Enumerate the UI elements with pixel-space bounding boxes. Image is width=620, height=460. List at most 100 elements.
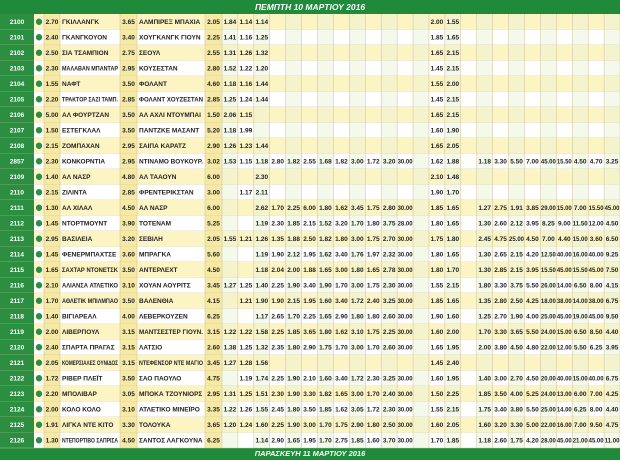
extra-odd: 1.74 — [255, 375, 268, 382]
extra-odd: 7.50 — [606, 267, 619, 274]
col-band — [253, 184, 270, 200]
header-title: ΠΕΜΠΤΗ 10 ΜΑΡΤΙΟΥ 2016 — [255, 2, 365, 12]
extra-odd: 1.20 — [224, 422, 237, 429]
col-band — [381, 76, 398, 92]
col-band — [508, 401, 525, 417]
col-band — [317, 417, 334, 433]
extra-odd: 1.80 — [478, 282, 491, 289]
extra-odd: 30.00 — [398, 298, 413, 305]
odd-draw: 3.50 — [122, 112, 135, 119]
extra-odd: 3.00 — [303, 422, 316, 429]
col-band — [572, 153, 589, 169]
col-band — [508, 324, 525, 340]
col-band — [572, 76, 589, 92]
col-band — [604, 107, 620, 123]
col-band — [285, 14, 302, 30]
extra-odd: 2.32 — [383, 251, 396, 258]
col-band — [508, 138, 525, 154]
extra-odd: 4.20 — [526, 437, 539, 444]
away-team: ΣΑΙΠΑ ΚΑΡΑΤΖ — [139, 143, 186, 150]
odd-cell — [44, 169, 60, 185]
code-icon — [35, 33, 43, 42]
col-band — [604, 370, 620, 386]
odd-home: 1.55 — [46, 81, 59, 88]
code-cell — [0, 277, 34, 293]
extra-odd: 1.70 — [271, 205, 284, 212]
extra-odd: 1.75 — [319, 344, 332, 351]
col-band — [222, 169, 238, 185]
extra-odd: 2.40 — [383, 391, 396, 398]
extra-odd: 1.14 — [255, 19, 268, 26]
extra-odd: 1.85 — [431, 34, 444, 41]
extra-odd: 8.00 — [590, 406, 603, 413]
col-band — [604, 122, 620, 138]
odd-cell — [205, 14, 222, 30]
col-band — [349, 45, 366, 61]
extra-odd: 1.14 — [240, 19, 253, 26]
extra-odd: 1.62 — [335, 205, 348, 212]
match-code: 2115 — [10, 267, 24, 274]
extra-odd: 3.00 — [351, 158, 364, 165]
extra-odd: 30.00 — [398, 344, 413, 351]
extra-odd: 3.40 — [335, 298, 348, 305]
odd-draw: 3.30 — [122, 422, 135, 429]
extra-odd: 4.15 — [606, 282, 619, 289]
col-band — [285, 122, 302, 138]
extra-odd: 20.00 — [541, 375, 556, 382]
extra-odd: 1.51 — [255, 391, 268, 398]
extra-odd: 30.00 — [398, 267, 413, 274]
extra-odd: 2.10 — [303, 375, 316, 382]
extra-odd: 1.26 — [240, 406, 253, 413]
away-team: ΑΤΛΕΤΙΚΟ ΜΙΝΕΪΡΟ — [139, 405, 200, 413]
col-band — [317, 45, 334, 61]
odd-away: 2.90 — [207, 143, 220, 150]
extra-odd: 2.25 — [271, 422, 284, 429]
match-code: 2120 — [10, 344, 25, 351]
extra-odd: 1.70 — [287, 313, 300, 320]
col-band — [508, 76, 525, 92]
extra-odd: 1.45 — [431, 96, 444, 103]
extra-odd: 3.45 — [351, 205, 364, 212]
col-band — [572, 324, 589, 340]
extra-odd: 1.72 — [367, 406, 380, 413]
extra-odd: 2.90 — [335, 313, 348, 320]
col-band — [508, 45, 525, 61]
col-band — [476, 417, 493, 433]
extra-odd: 1.45 — [431, 65, 444, 72]
extra-odd: 1.70 — [367, 391, 380, 398]
odd-cell — [120, 107, 137, 123]
col-band — [285, 262, 302, 278]
extra-odd: 45.00 — [589, 267, 604, 274]
extra-odd: 30.00 — [398, 313, 413, 320]
extra-odd: 1.35 — [478, 298, 491, 305]
odd-cell — [120, 277, 137, 293]
extra-odd: 3.95 — [526, 267, 539, 274]
extra-odd: 1.90 — [271, 298, 284, 305]
extra-odd: 1.65 — [447, 251, 460, 258]
col-band — [444, 138, 461, 154]
col-band — [349, 401, 366, 417]
home-team: ΜΠΟΛΙΒΑΡ — [62, 391, 98, 398]
extra-odd: 1.70 — [478, 329, 491, 336]
col-band — [476, 138, 493, 154]
extra-odd: 2.65 — [494, 251, 507, 258]
away-team: ΑΛ ΝΑΣΡ — [139, 205, 168, 212]
odd-cell — [44, 262, 60, 278]
col-band — [285, 215, 302, 231]
col-band — [604, 339, 620, 355]
col-band — [285, 293, 302, 309]
extra-odd: 1.41 — [224, 34, 237, 41]
extra-odd: 2.55 — [303, 158, 316, 165]
extra-odd: 3.25 — [383, 375, 396, 382]
col-band — [413, 293, 429, 309]
extra-odd: 1.55 — [224, 236, 237, 243]
extra-odd: 1.80 — [319, 205, 332, 212]
col-band — [285, 308, 302, 324]
extra-odd: 13.00 — [557, 391, 572, 398]
odd-home: 2.95 — [46, 236, 59, 243]
away-team: ΧΟΥΓΚΑΝΓΚ ΓΙΟΥΝ — [139, 34, 201, 41]
odd-cell — [44, 386, 60, 402]
extra-odd: 5.00 — [526, 422, 539, 429]
extra-odd: 1.60 — [319, 375, 332, 382]
